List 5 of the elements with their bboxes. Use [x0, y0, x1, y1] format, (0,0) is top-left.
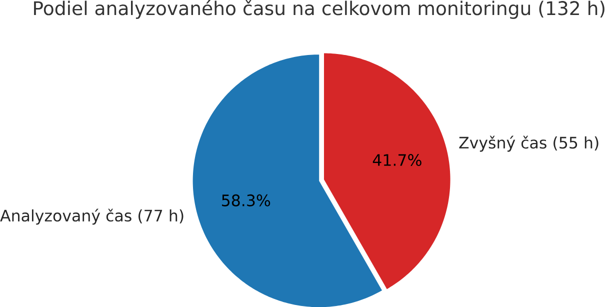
- data-label: 41.7%: [372, 154, 422, 166]
- data-label: 58.3%: [222, 194, 270, 206]
- slice-label: Zvyšný čas (55 h): [459, 136, 598, 152]
- chart-title: Podiel analyzovaného času na celkovom monitoringu (132 h): [34, 0, 604, 19]
- slice-label: Analyzovaný čas (77 h): [0, 208, 184, 225]
